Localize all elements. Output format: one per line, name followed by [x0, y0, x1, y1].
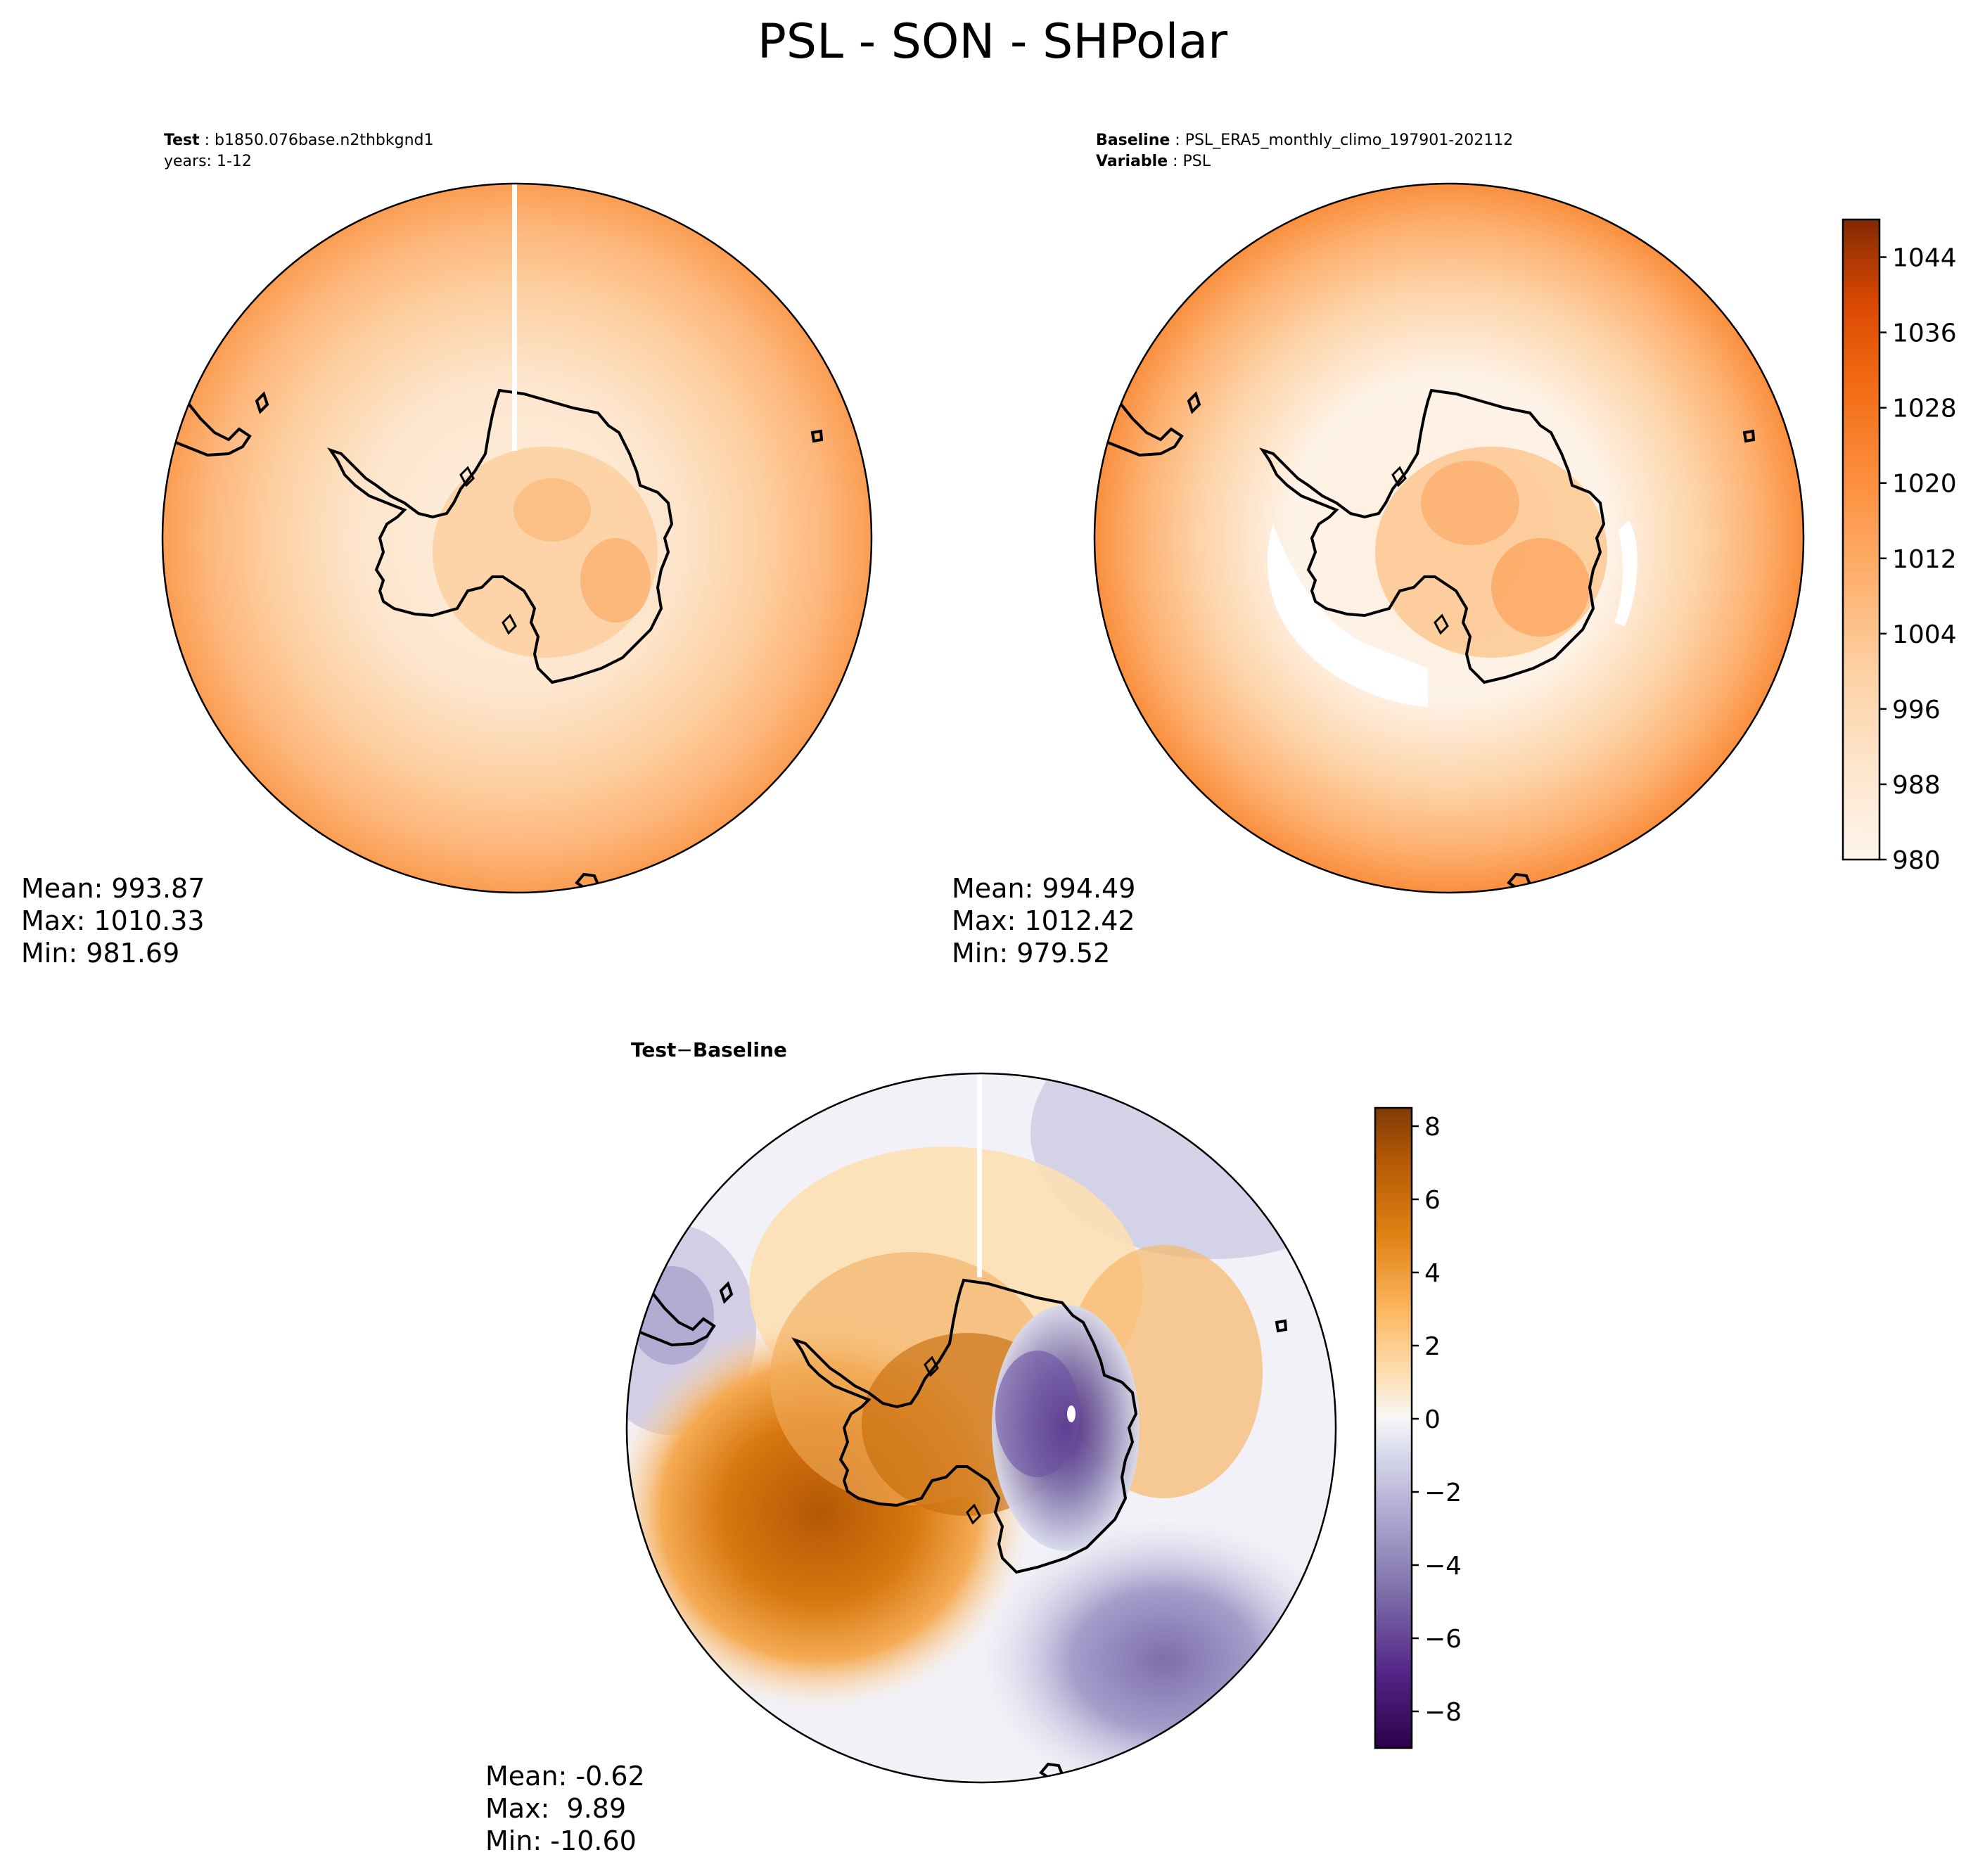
diff-negative-anomaly — [981, 1519, 1336, 1782]
diff-colorbar-tick-label: −2 — [1424, 1479, 1462, 1507]
test-stat-min: Min: 981.69 — [21, 938, 179, 969]
psl-colorbar-tick-label: 1044 — [1892, 244, 1957, 273]
test-map — [162, 184, 872, 893]
baseline-header-label: Baseline — [1096, 132, 1170, 149]
test-stat-max: Max: 1010.33 — [21, 905, 205, 936]
diff-map-frame — [625, 1072, 1337, 1784]
psl-colorbar-tick-label: 980 — [1892, 846, 1941, 875]
diff-colorbar-tick-label: −4 — [1424, 1552, 1462, 1581]
diff-colorbar-tick-label: 4 — [1424, 1259, 1441, 1288]
diff-panel: Test−Baseline — [485, 1038, 1337, 1856]
diff-colorbar-tick-label: 0 — [1424, 1405, 1441, 1434]
diff-colorbar-tick-label: 8 — [1424, 1113, 1441, 1142]
baseline-header-line1: Baseline : PSL_ERA5_monthly_climo_197901… — [1096, 132, 1513, 149]
diff-header-base: Baseline — [693, 1038, 787, 1061]
baseline-panel: Baseline : PSL_ERA5_monthly_climo_197901… — [952, 132, 1805, 969]
psl-colorbar-tick-label: 988 — [1892, 771, 1941, 800]
baseline-stat-max: Max: 1012.42 — [952, 905, 1135, 936]
baseline-low-region — [1267, 524, 1428, 707]
baseline-stat-mean: Mean: 994.49 — [952, 873, 1135, 904]
test-header-label: Test — [164, 132, 200, 149]
test-map-frame — [161, 182, 873, 894]
test-stat-mean: Mean: 993.87 — [21, 873, 205, 904]
diff-colorbar-tick-label: −8 — [1424, 1698, 1462, 1727]
diff-stat-max: Max: 9.89 — [485, 1793, 626, 1824]
diff-colorbar-tick-label: 2 — [1424, 1332, 1441, 1361]
psl-colorbar-tick-label: 996 — [1892, 696, 1941, 725]
psl-colorbar-tick-label: 1004 — [1892, 620, 1957, 649]
diff-colorbar-tick-label: 6 — [1424, 1186, 1441, 1215]
psl-colorbar-tick-label: 1028 — [1892, 395, 1957, 423]
baseline-header-label2: Variable — [1096, 153, 1168, 170]
baseline-header-value: PSL_ERA5_monthly_climo_197901-202112 — [1185, 132, 1513, 149]
baseline-stat-min: Min: 979.52 — [952, 938, 1110, 969]
diff-missing-seam — [977, 1073, 982, 1277]
psl-colorbar-tick-label: 1012 — [1892, 545, 1957, 574]
diff-colorbar: −8 −6 −4 −2 0 2 4 6 8 — [1374, 1106, 1462, 1749]
psl-colorbar-tick-label: 1020 — [1892, 470, 1957, 499]
baseline-header-value2: PSL — [1183, 153, 1211, 170]
baseline-map — [1094, 184, 1804, 893]
diff-stat-mean: Mean: -0.62 — [485, 1761, 645, 1792]
diff-stat-min: Min: -10.60 — [485, 1825, 637, 1856]
diff-map — [627, 1073, 1336, 1782]
psl-colorbar-bar — [1842, 218, 1881, 861]
diff-header-sep: − — [676, 1038, 692, 1061]
diff-header-test: Test — [631, 1038, 676, 1061]
test-header-line1: Test : b1850.076base.n2thbkgnd1 — [164, 132, 434, 149]
diff-colorbar-bar — [1374, 1106, 1413, 1749]
baseline-map-frame — [1093, 182, 1805, 894]
test-panel: Test : b1850.076base.n2thbkgnd1 years: 1… — [21, 132, 873, 969]
diff-header: Test−Baseline — [631, 1038, 787, 1061]
diff-colorbar-tick-label: −6 — [1424, 1625, 1462, 1654]
test-header-line2: years: 1-12 — [164, 153, 252, 170]
figure-title: PSL - SON - SHPolar — [758, 14, 1227, 70]
baseline-header-line2: Variable : PSL — [1096, 153, 1211, 170]
psl-colorbar: 980 988 996 1004 1012 1020 1028 1036 1044 — [1842, 218, 1957, 875]
test-missing-seam — [512, 184, 517, 451]
psl-colorbar-tick-label: 1036 — [1892, 319, 1957, 348]
test-header-value: b1850.076base.n2thbkgnd1 — [215, 132, 433, 149]
